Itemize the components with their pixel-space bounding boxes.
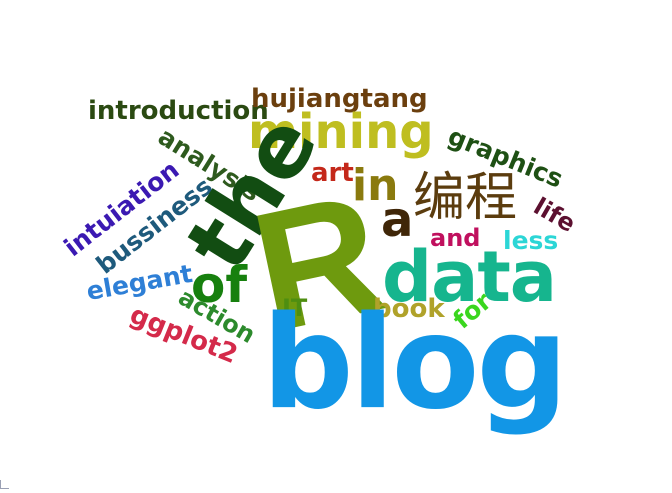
- word-and: and: [430, 224, 481, 252]
- word-hujiangtang: hujiangtang: [251, 84, 428, 114]
- word-of: of: [191, 256, 248, 314]
- word-mining: mining: [248, 104, 434, 160]
- word-data: data: [382, 236, 557, 318]
- word-a: a: [381, 192, 414, 248]
- word-book: book: [373, 294, 445, 324]
- word-blog: blog: [262, 289, 568, 438]
- word-art: art: [311, 158, 354, 188]
- word-biancheng: 编程: [413, 168, 518, 228]
- word-it: IT: [282, 294, 308, 322]
- word-less: less: [503, 226, 559, 255]
- word-in: in: [352, 160, 399, 211]
- corner-mark: [0, 480, 9, 489]
- word-introduction: introduction: [88, 96, 269, 126]
